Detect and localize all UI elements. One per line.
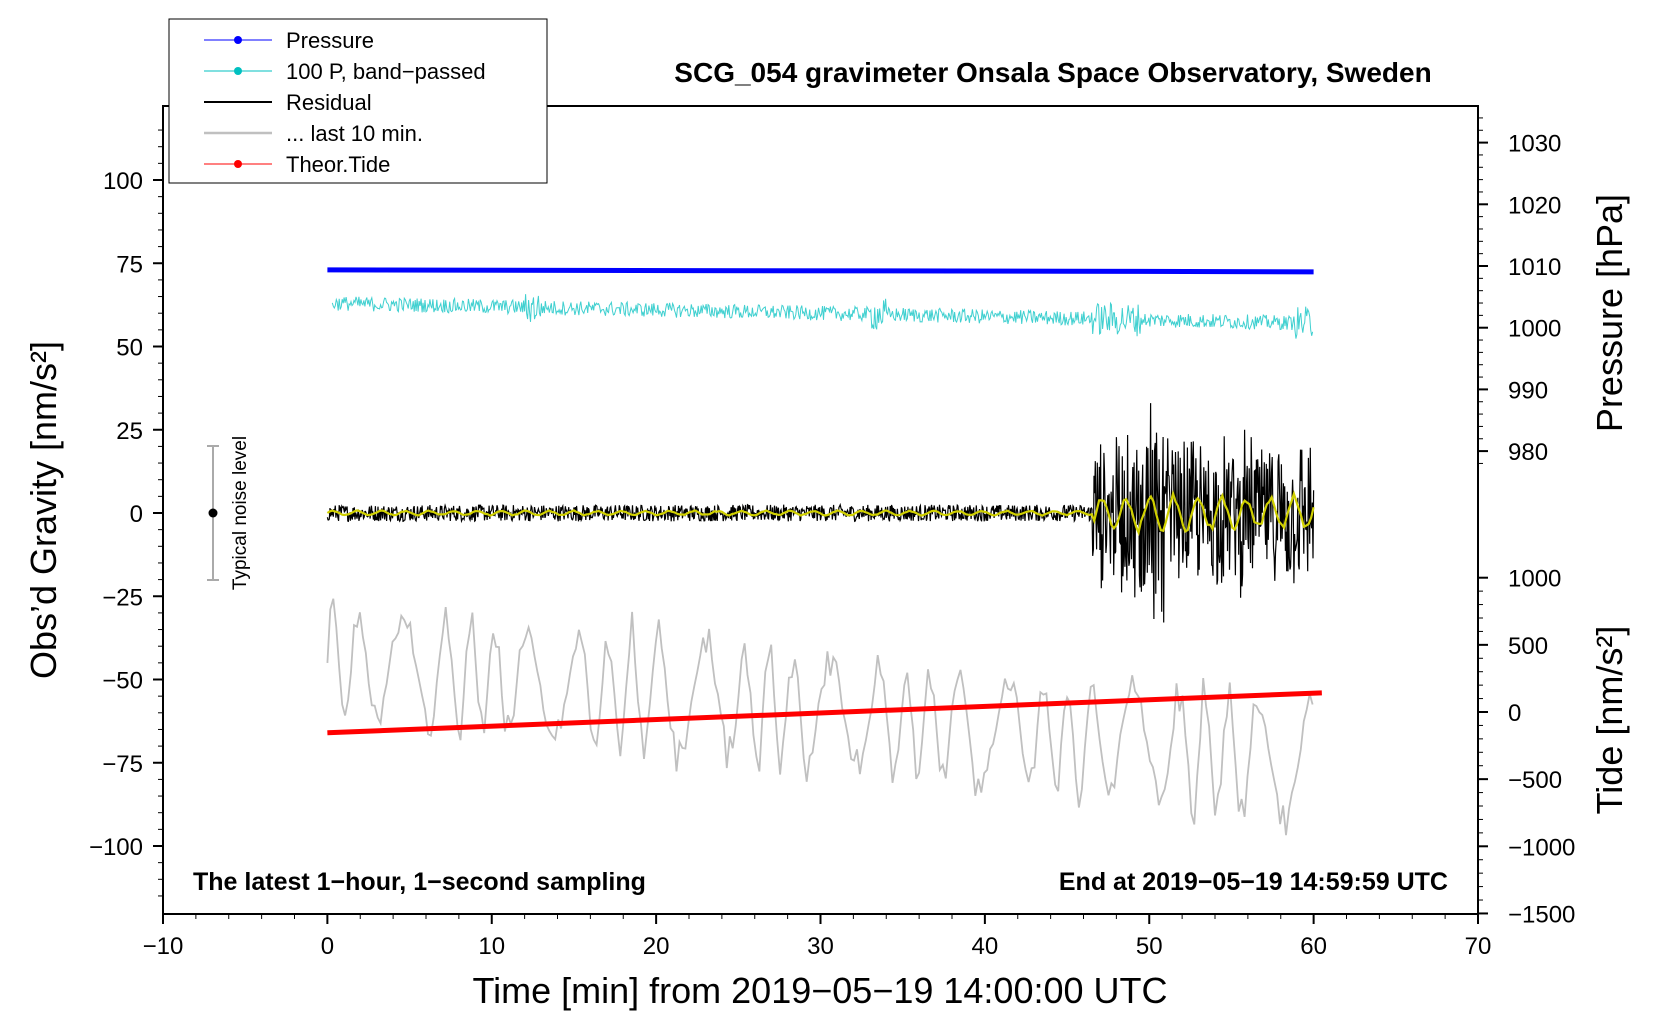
legend-label: Theor.Tide xyxy=(286,152,390,177)
tide-tick-label: −1500 xyxy=(1508,901,1575,928)
series-pressure xyxy=(327,267,1314,275)
y-axis-left-title: Obs’d Gravity [nm/s²] xyxy=(23,341,64,679)
pressure-tick-label: 1000 xyxy=(1508,316,1561,343)
legend-label: Residual xyxy=(286,90,372,115)
annotation-bottom-left: The latest 1−hour, 1−second sampling xyxy=(193,868,646,896)
legend-label: ... last 10 min. xyxy=(286,121,423,146)
x-tick-label: 70 xyxy=(1465,933,1492,960)
y-left-tick-label: 0 xyxy=(130,501,143,528)
series-last-10-min xyxy=(326,598,1314,836)
y-left-tick-label: −50 xyxy=(102,668,143,695)
x-tick-label: 10 xyxy=(478,933,505,960)
noise-level-indicator: Typical noise level xyxy=(207,436,251,590)
x-tick-label: 50 xyxy=(1136,933,1163,960)
x-tick-label: 60 xyxy=(1300,933,1327,960)
tide-tick-label: 500 xyxy=(1508,633,1548,660)
x-tick-label: 20 xyxy=(643,933,670,960)
y-left-tick-label: 100 xyxy=(103,168,143,195)
legend-label: Pressure xyxy=(286,28,374,53)
tide-tick-label: 1000 xyxy=(1508,566,1561,593)
y-left-tick-label: −100 xyxy=(89,834,143,861)
legend-marker xyxy=(234,160,242,168)
axis-ticks: −10 0 10 20 30 40 50 60 701007550250−25−50−75−10… xyxy=(89,117,1575,960)
y-left-tick-label: 50 xyxy=(116,335,143,362)
tide-tick-label: 0 xyxy=(1508,700,1521,727)
series-layer xyxy=(326,267,1322,836)
legend: Pressure 100 P, band−passed Residual ... la… xyxy=(168,18,548,184)
y-left-tick-label: −25 xyxy=(102,584,143,611)
pressure-tick-label: 1020 xyxy=(1508,192,1561,219)
chart-title: SCG_054 gravimeter Onsala Space Observat… xyxy=(674,57,1431,88)
x-tick-label: 0 xyxy=(321,933,334,960)
pressure-tick-label: 990 xyxy=(1508,377,1548,404)
series-residual xyxy=(326,403,1315,623)
pressure-tick-label: 980 xyxy=(1508,439,1548,466)
y-left-tick-label: 75 xyxy=(116,251,143,278)
annotation-bottom-right: End at 2019−05−19 14:59:59 UTC xyxy=(1059,868,1448,896)
x-tick-label: 30 xyxy=(807,933,834,960)
series-band-passed-pressure xyxy=(331,294,1314,339)
tide-tick-label: −1000 xyxy=(1508,834,1575,861)
x-axis-title: Time [min] from 2019−05−19 14:00:00 UTC xyxy=(472,970,1167,1011)
legend-marker xyxy=(234,67,242,75)
y-axis-pressure-title: Pressure [hPa] xyxy=(1589,194,1630,432)
legend-marker xyxy=(234,36,242,44)
y-axis-tide-title: Tide [nm/s²] xyxy=(1589,626,1630,815)
pressure-tick-label: 1010 xyxy=(1508,254,1561,281)
series-theor-tide xyxy=(327,690,1322,736)
y-left-tick-label: 25 xyxy=(116,418,143,445)
noise-bar-center-dot xyxy=(208,508,218,518)
x-tick-label: −10 xyxy=(143,933,184,960)
pressure-tick-label: 1030 xyxy=(1508,131,1561,158)
x-tick-label: 40 xyxy=(972,933,999,960)
legend-label: 100 P, band−passed xyxy=(286,59,486,84)
noise-level-label: Typical noise level xyxy=(230,436,251,590)
y-left-tick-label: −75 xyxy=(102,751,143,778)
series-residual-smoothed xyxy=(326,489,1315,537)
tide-tick-label: −500 xyxy=(1508,767,1562,794)
